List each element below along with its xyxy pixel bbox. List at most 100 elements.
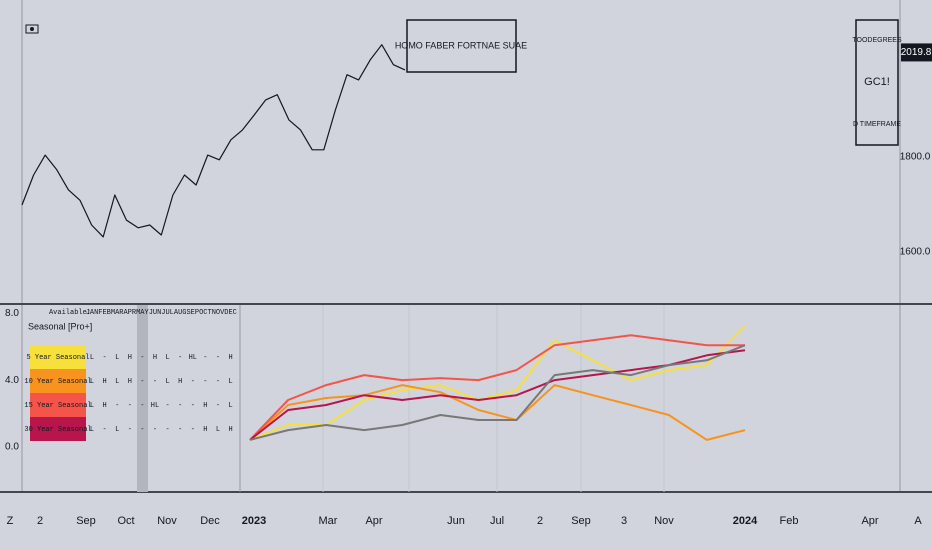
x-tick-label: 3 (621, 515, 627, 527)
legend-entry: 10 Year Seasonal (24, 378, 91, 386)
x-tick-label: A (914, 515, 922, 527)
legend-entry: 15 Year Seasonal (24, 402, 91, 410)
table-cell: - (191, 426, 195, 434)
y-tick-label: 1600.0 (900, 247, 931, 258)
table-cell: L (228, 402, 232, 410)
table-cell: - (115, 402, 119, 410)
banner-text: HOMO FABER FORTNAE SUAE (395, 40, 527, 50)
logo-icon[interactable] (25, 24, 39, 34)
table-cell: H (178, 378, 182, 386)
y-tick-label: 1800.0 (900, 152, 931, 163)
x-tick-label: Z (7, 515, 14, 527)
table-cell: H (203, 426, 207, 434)
x-tick-label: 2024 (733, 515, 758, 527)
x-tick-label: 2023 (242, 515, 266, 527)
table-header: JUL (161, 309, 174, 317)
table-cell: - (178, 426, 182, 434)
table-cell: - (140, 402, 144, 410)
table-cell: H (102, 402, 106, 410)
info-line: TOODEGREES (852, 37, 902, 44)
line-series (249, 384, 746, 441)
table-header: AUG (174, 309, 187, 317)
month-highlight (137, 305, 148, 492)
row-swatch (30, 345, 86, 369)
table-cell: HL (189, 354, 197, 362)
x-tick-label: Sep (76, 515, 96, 527)
table-cell: - (216, 354, 220, 362)
x-tick-label: 2 (537, 515, 543, 527)
table-header: MAR (111, 309, 124, 317)
table-cell: L (90, 354, 94, 362)
table-cell: - (128, 402, 132, 410)
table-cell: - (165, 402, 169, 410)
x-tick-label: Jun (447, 515, 465, 527)
x-tick-label: 2 (37, 515, 43, 527)
y-tick-label: 8.0 (5, 308, 19, 319)
x-tick-label: Sep (571, 515, 591, 527)
table-cell: - (191, 378, 195, 386)
table-cell: - (140, 354, 144, 362)
table-header: MAY (136, 309, 149, 317)
table-cell: - (102, 354, 106, 362)
x-tick-label: Nov (157, 515, 177, 527)
table-header: APR (123, 309, 136, 317)
table-cell: L (216, 426, 220, 434)
table-cell: - (140, 378, 144, 386)
legend-entry: 5 Year Seasonal (26, 354, 89, 362)
table-cell: H (153, 354, 157, 362)
table-cell: - (178, 354, 182, 362)
legend-entry: 30 Year Seasonal (24, 426, 91, 434)
table-cell: - (203, 354, 207, 362)
x-tick-label: Nov (654, 515, 674, 527)
row-swatch (30, 369, 86, 393)
table-cell: H (228, 354, 232, 362)
line-series (21, 44, 406, 238)
table-cell: L (165, 354, 169, 362)
table-header: FEB (98, 309, 111, 317)
table-cell: H (102, 378, 106, 386)
table-cell: - (165, 426, 169, 434)
x-tick-label: Dec (200, 515, 220, 527)
info-symbol: GC1! (864, 76, 890, 88)
table-cell: - (153, 378, 157, 386)
table-cell: L (115, 354, 119, 362)
table-cell: L (90, 378, 94, 386)
table-cell: - (128, 426, 132, 434)
line-series (249, 334, 745, 441)
x-tick-label: Apr (365, 515, 382, 527)
y-tick-label: 4.0 (5, 375, 19, 386)
table-cell: HL (151, 402, 159, 410)
table-header: OCT (199, 309, 212, 317)
table-cell: H (128, 378, 132, 386)
table-cell: L (115, 426, 119, 434)
x-tick-label: Feb (780, 515, 799, 527)
x-tick-label: Oct (117, 515, 134, 527)
table-cell: - (178, 402, 182, 410)
table-header: JUN (149, 309, 162, 317)
table-cell: H (203, 402, 207, 410)
table-cell: L (115, 378, 119, 386)
table-cell: H (228, 426, 232, 434)
row-swatch (30, 417, 86, 441)
table-cell: L (165, 378, 169, 386)
row-swatch (30, 393, 86, 417)
banner-box (406, 19, 517, 73)
info-line: D TIMEFRAME (853, 121, 901, 128)
logo-dot (30, 27, 34, 31)
table-cell: - (216, 402, 220, 410)
table-header: JAN (86, 309, 99, 317)
table-cell: - (191, 402, 195, 410)
line-series (249, 344, 746, 441)
info-box (855, 19, 899, 146)
table-cell: - (153, 426, 157, 434)
table-header: NOV (212, 309, 225, 317)
table-cell: L (228, 378, 232, 386)
table-cell: L (90, 402, 94, 410)
logo[interactable] (25, 24, 39, 34)
table-cell: - (203, 378, 207, 386)
x-tick-label: Apr (861, 515, 878, 527)
line-series (249, 324, 746, 441)
table-header: Available: (49, 309, 91, 317)
table-cell: H (128, 354, 132, 362)
